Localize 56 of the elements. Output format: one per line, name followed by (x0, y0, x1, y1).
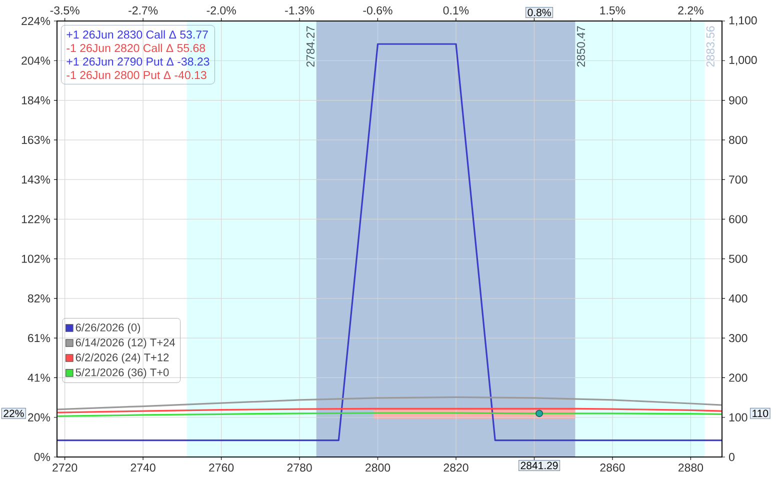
y2-tick-label: 1,000 (729, 56, 757, 66)
text: 22% (4, 410, 24, 418)
y2-tick-label: 400 (728, 294, 748, 303)
annotation: -1 26Jun 2820 Call Δ 55.68 (66, 44, 206, 52)
x2-tick-label: -0.6% (363, 6, 392, 14)
x2-tick-label: -3.5% (50, 6, 80, 14)
y-tick-label: 82% (28, 294, 50, 303)
y-tick-label: 61% (28, 334, 50, 342)
line-series (57, 396, 722, 410)
y2-tick-label: 1,100 (729, 16, 757, 26)
x2-tick-label: 1.5% (600, 6, 626, 14)
y2-tick-label: 900 (729, 96, 748, 104)
x-tick-label: 2800 (366, 464, 390, 472)
y2-tick-label: 0 (728, 452, 734, 462)
y2-tick-label: 500 (728, 254, 748, 263)
y2-tick-label: 100 (729, 413, 748, 422)
text: 0.8% (528, 8, 551, 16)
text: 2841.29 (520, 462, 558, 470)
x2-tick-label: -2.0% (206, 6, 236, 14)
annotation: 2784.27 (306, 26, 315, 67)
x-tick-label: 2880 (678, 464, 704, 472)
y-tick-label: 204% (22, 56, 50, 65)
x-tick-label: 2720 (52, 464, 78, 472)
x-tick-label: 2780 (287, 464, 312, 472)
text: 110 (752, 410, 768, 418)
y-tick-label: 184% (22, 96, 50, 104)
legend-label: 5/21/2026 (36) T+0 (76, 368, 169, 378)
x2-tick-label: -1.3% (285, 6, 314, 14)
legend-label: 6/26/2026 (0) (76, 323, 140, 334)
y2-tick-label: 700 (729, 175, 748, 184)
x2-tick-label: 2.2% (678, 6, 704, 14)
annotation: 2850.47 (576, 26, 586, 67)
annotation: 2883.56 (706, 26, 714, 67)
legend-label: 6/14/2026 (12) T+24 (76, 338, 175, 349)
legend-label: 6/2/2026 (24) T+12 (76, 353, 169, 364)
y2-tick-label: 800 (729, 136, 748, 144)
annotation: +1 26Jun 2830 Call Δ 53.77 (66, 30, 208, 39)
x-tick-label: 2860 (600, 464, 625, 472)
y2-tick-label: 300 (728, 334, 748, 342)
x-tick-label: 2820 (444, 464, 468, 472)
x-tick-label: 2760 (209, 464, 234, 472)
y-tick-label: 0% (34, 452, 50, 462)
y2-tick-label: 200 (729, 374, 748, 382)
annotation: +1 26Jun 2790 Put Δ -38.23 (66, 58, 210, 66)
x-tick-label: 2740 (130, 464, 156, 472)
y-tick-label: 102% (22, 254, 50, 263)
y-tick-label: 41% (28, 374, 50, 382)
x2-tick-label: -2.7% (128, 6, 158, 14)
y-tick-label: 143% (22, 175, 50, 184)
y2-tick-label: 600 (729, 215, 748, 224)
x2-tick-label: 0.1% (443, 6, 469, 14)
y-tick-label: 122% (22, 215, 50, 224)
annotation: -1 26Jun 2800 Put Δ -40.13 (66, 71, 206, 80)
y-tick-label: 163% (22, 136, 50, 144)
y-tick-label: 224% (22, 16, 50, 26)
y-tick-label: 20% (28, 413, 50, 422)
